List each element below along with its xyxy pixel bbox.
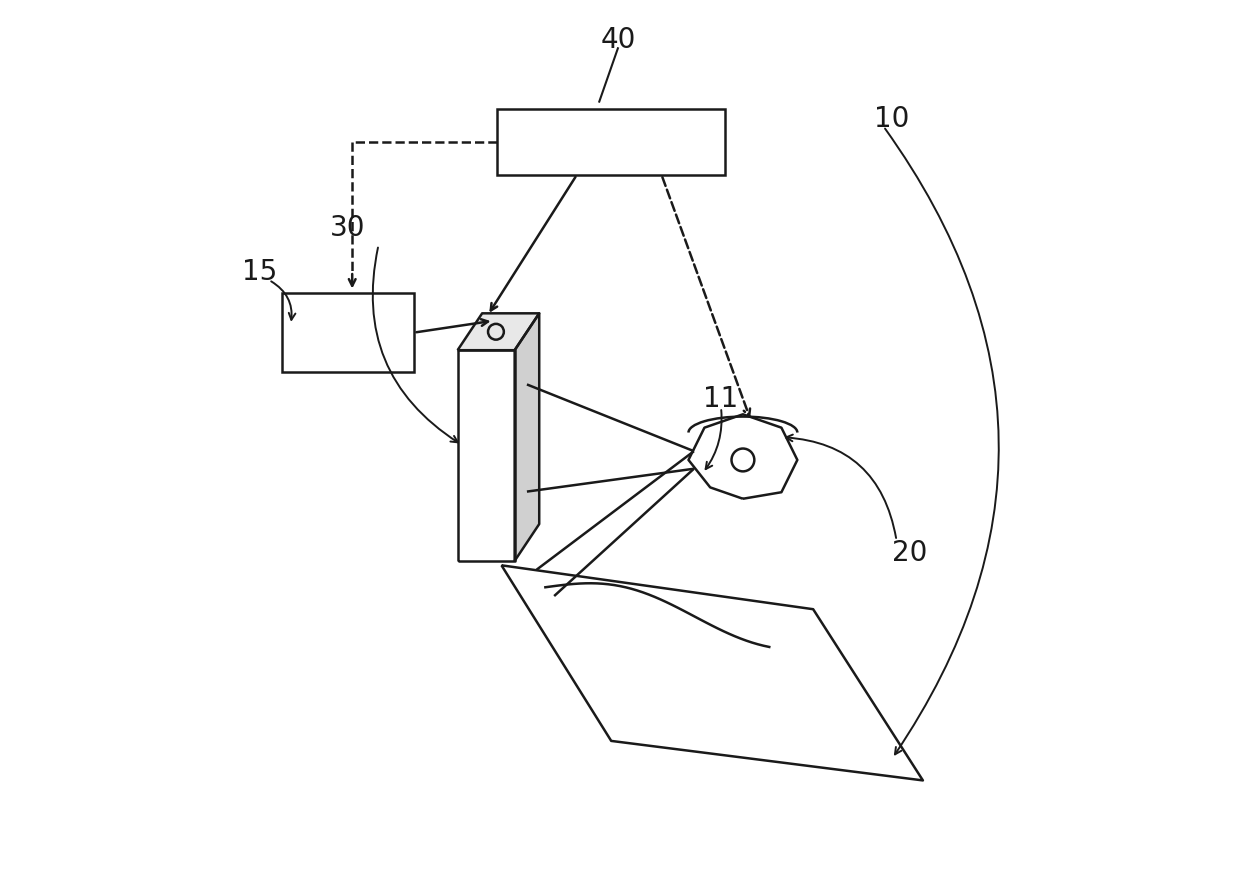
Polygon shape xyxy=(458,314,539,351)
Text: 10: 10 xyxy=(874,104,910,132)
Bar xyxy=(281,294,414,373)
Polygon shape xyxy=(515,314,539,561)
Polygon shape xyxy=(501,566,923,781)
Polygon shape xyxy=(458,351,515,561)
Polygon shape xyxy=(688,415,797,499)
Text: 30: 30 xyxy=(330,214,366,242)
Text: 40: 40 xyxy=(600,25,636,53)
Text: 15: 15 xyxy=(242,258,278,286)
Text: 20: 20 xyxy=(892,538,928,567)
Bar xyxy=(497,110,725,175)
Text: 11: 11 xyxy=(703,385,739,413)
